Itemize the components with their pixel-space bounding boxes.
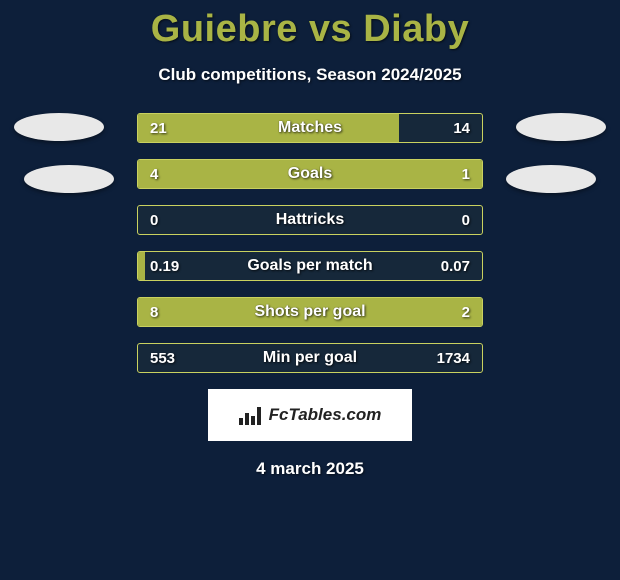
stat-row: 553Min per goal1734 <box>137 343 483 373</box>
stat-value-left: 8 <box>150 298 158 326</box>
stat-bars: 21Matches14 4Goals1 0Hattricks0 0.19Goals p… <box>137 113 483 373</box>
stat-value-right: 0 <box>462 206 470 234</box>
stat-row: 21Matches14 <box>137 113 483 143</box>
chart-area: 21Matches14 4Goals1 0Hattricks0 0.19Goals p… <box>0 113 620 373</box>
stat-label: Hattricks <box>138 206 482 234</box>
stat-value-left: 553 <box>150 344 175 372</box>
stat-value-right: 1734 <box>437 344 470 372</box>
stat-row: 4Goals1 <box>137 159 483 189</box>
stat-value-right: 2 <box>462 298 470 326</box>
stat-row: 0.19Goals per match0.07 <box>137 251 483 281</box>
comparison-title: Guiebre vs Diaby <box>0 0 620 51</box>
stat-bar-left-fill <box>138 160 399 188</box>
player-right-badge-1 <box>516 113 606 141</box>
brand-text: FcTables.com <box>269 405 382 425</box>
brand-box[interactable]: FcTables.com <box>208 389 412 441</box>
stat-value-right: 14 <box>453 114 470 142</box>
comparison-subtitle: Club competitions, Season 2024/2025 <box>0 65 620 85</box>
stat-value-right: 1 <box>462 160 470 188</box>
comparison-date: 4 march 2025 <box>0 459 620 479</box>
stat-bar-left-fill <box>138 298 399 326</box>
stat-value-left: 0 <box>150 206 158 234</box>
stat-row: 8Shots per goal2 <box>137 297 483 327</box>
stat-row: 0Hattricks0 <box>137 205 483 235</box>
stat-value-right: 0.07 <box>441 252 470 280</box>
stat-label: Min per goal <box>138 344 482 372</box>
brand-chart-icon <box>239 405 263 425</box>
stat-bar-left-fill <box>138 252 145 280</box>
stat-bar-left-fill <box>138 114 399 142</box>
player-left-badge-2 <box>24 165 114 193</box>
stat-value-left: 0.19 <box>150 252 179 280</box>
stat-value-left: 21 <box>150 114 167 142</box>
player-right-badge-2 <box>506 165 596 193</box>
stat-label: Goals per match <box>138 252 482 280</box>
player-left-badge-1 <box>14 113 104 141</box>
stat-value-left: 4 <box>150 160 158 188</box>
